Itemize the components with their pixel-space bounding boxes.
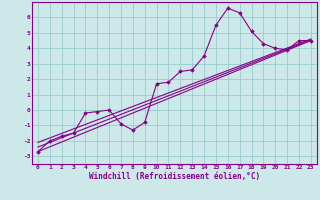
X-axis label: Windchill (Refroidissement éolien,°C): Windchill (Refroidissement éolien,°C) [89,172,260,181]
